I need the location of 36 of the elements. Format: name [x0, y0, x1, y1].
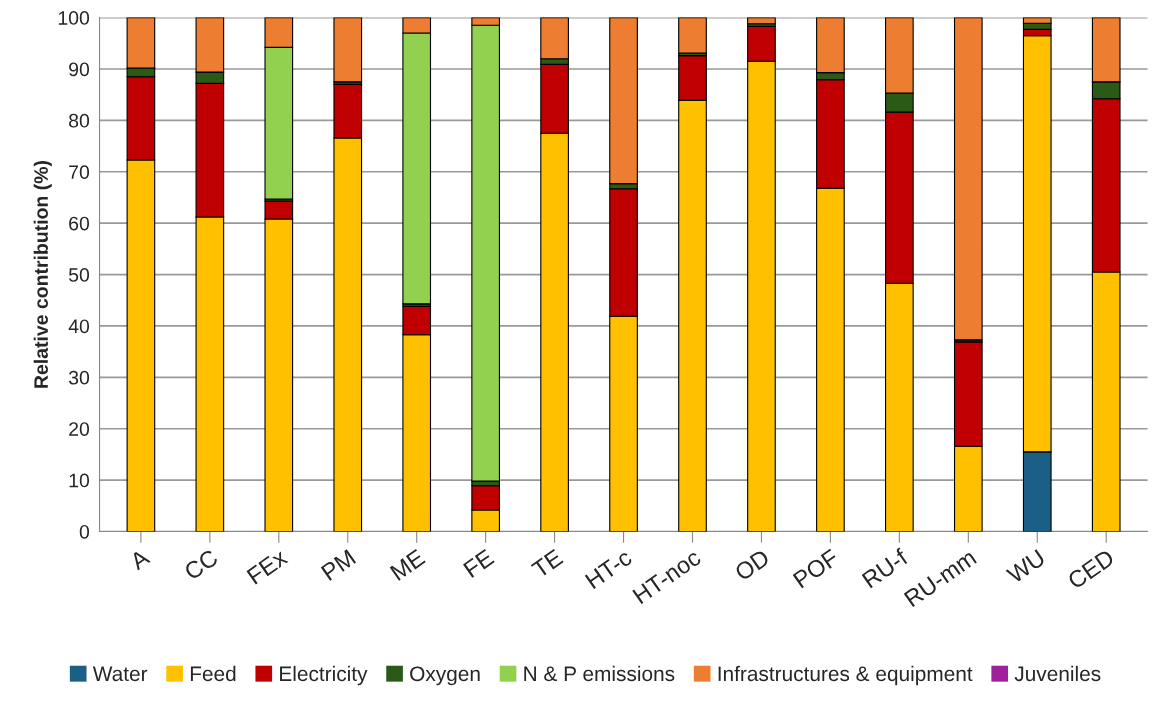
- x-tick-label: FEx: [246, 548, 289, 585]
- bar: [333, 17, 363, 83]
- legend-label: Electricity: [280, 665, 368, 686]
- legend-label: N & P emissions: [524, 665, 675, 682]
- y-tick-label: 100: [58, 11, 90, 25]
- y-tick-label: 60: [69, 216, 90, 231]
- x-tick-label: A: [128, 548, 151, 571]
- y-tick-label: 80: [69, 113, 90, 128]
- legend-label: Juveniles: [1014, 665, 1101, 682]
- x-tick-label: HT-c: [584, 548, 633, 590]
- bar: [747, 17, 776, 25]
- legend-label: Water: [92, 666, 148, 682]
- y-tick-label: 40: [68, 319, 90, 334]
- legend-label: Feed: [190, 665, 236, 682]
- x-tick-label: OD: [733, 548, 771, 582]
- x-tick-label: FE: [463, 548, 495, 578]
- x-tick-label: CC: [183, 548, 220, 581]
- x-tick-label: PM: [320, 549, 356, 581]
- x-tick-label: WU: [1005, 549, 1046, 585]
- bar: [678, 17, 707, 54]
- y-tick-label: 10: [69, 473, 90, 488]
- x-tick-label: TE: [530, 548, 564, 579]
- y-tick-label: 50: [68, 268, 90, 282]
- x-tick-label: ME: [389, 548, 426, 581]
- y-tick-label: 70: [69, 165, 90, 180]
- x-tick-label: CED: [1066, 548, 1116, 590]
- y-tick-label: 20: [69, 422, 90, 436]
- y-tick-label: 0: [79, 524, 90, 539]
- legend-label: Oxygen: [410, 666, 480, 686]
- y-axis-title: Relative contribution (%): [33, 161, 52, 388]
- y-tick-label: 90: [69, 62, 90, 77]
- x-tick-label: POF: [792, 548, 840, 589]
- y-tick-label: 30: [68, 370, 90, 385]
- bar: [609, 17, 638, 185]
- legend-label: Infrastructures & equipment: [718, 665, 973, 686]
- bar: [953, 17, 983, 341]
